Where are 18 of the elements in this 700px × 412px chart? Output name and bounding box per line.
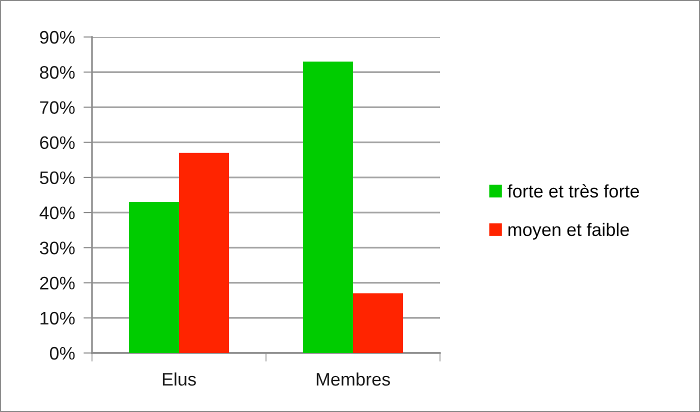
bar: [179, 152, 230, 353]
y-tick-label: 50%: [40, 171, 75, 184]
y-tick-label: 90%: [40, 30, 75, 44]
y-tick-label: 20%: [40, 276, 75, 290]
legend-label: forte et très forte: [508, 184, 639, 198]
y-tick-label: 30%: [40, 242, 75, 254]
bar: [128, 202, 179, 353]
y-tick-label: 10%: [40, 312, 75, 325]
x-tick-label: Membres: [316, 372, 390, 386]
y-tick-label: 70%: [40, 101, 75, 114]
bar: [353, 293, 404, 353]
x-tick-label: Elus: [162, 372, 196, 386]
legend-label: moyen et faible: [508, 222, 629, 240]
y-tick-label: 60%: [40, 136, 75, 150]
y-tick-label: 80%: [40, 66, 75, 79]
y-tick-label: 0%: [50, 346, 75, 360]
bar: [302, 62, 353, 353]
y-tick-label: 40%: [40, 206, 75, 220]
